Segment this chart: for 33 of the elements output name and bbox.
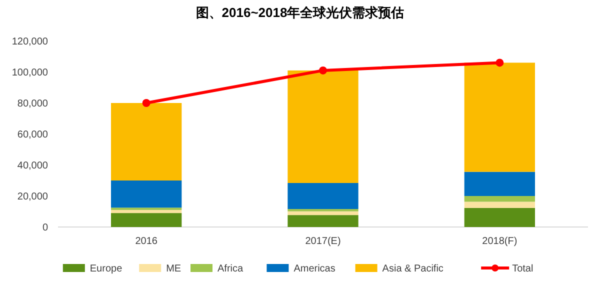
legend-label: ME xyxy=(166,264,182,274)
y-tick-label: 60,000 xyxy=(17,130,48,140)
point xyxy=(142,99,150,107)
bar xyxy=(288,215,358,227)
point xyxy=(496,58,504,67)
bar xyxy=(288,70,358,183)
bar xyxy=(288,211,358,216)
bar xyxy=(111,210,182,214)
bar xyxy=(288,182,358,210)
x-tick-label: 2018(F) xyxy=(482,236,518,247)
point xyxy=(319,66,327,74)
bar xyxy=(464,208,535,227)
legend-label: Americas xyxy=(294,264,336,274)
y-tick-label: 20,000 xyxy=(17,192,48,202)
legend-label: Total xyxy=(512,264,534,274)
chart-title: 图、2016~2018年全球光伏需求预估 xyxy=(196,5,404,20)
bar xyxy=(111,103,182,180)
y-tick-label: 80,000 xyxy=(17,98,48,110)
bar xyxy=(111,180,182,208)
legend-label: Asia & Pacific xyxy=(382,264,444,274)
legend-label: Europe xyxy=(90,264,123,274)
x-tick-label: 2017(E) xyxy=(305,236,341,247)
legend-label: Africa xyxy=(218,264,244,274)
bar xyxy=(464,62,535,172)
y-tick-label: 120,000 xyxy=(12,36,48,48)
y-tick-label: 40,000 xyxy=(17,160,48,172)
y-tick-label: 100,000 xyxy=(12,68,48,78)
bar xyxy=(464,172,535,196)
bar xyxy=(464,202,535,208)
bar xyxy=(111,213,182,227)
bar xyxy=(464,196,535,202)
x-tick-label: 2016 xyxy=(135,236,158,247)
y-tick-label: 0 xyxy=(42,222,48,234)
